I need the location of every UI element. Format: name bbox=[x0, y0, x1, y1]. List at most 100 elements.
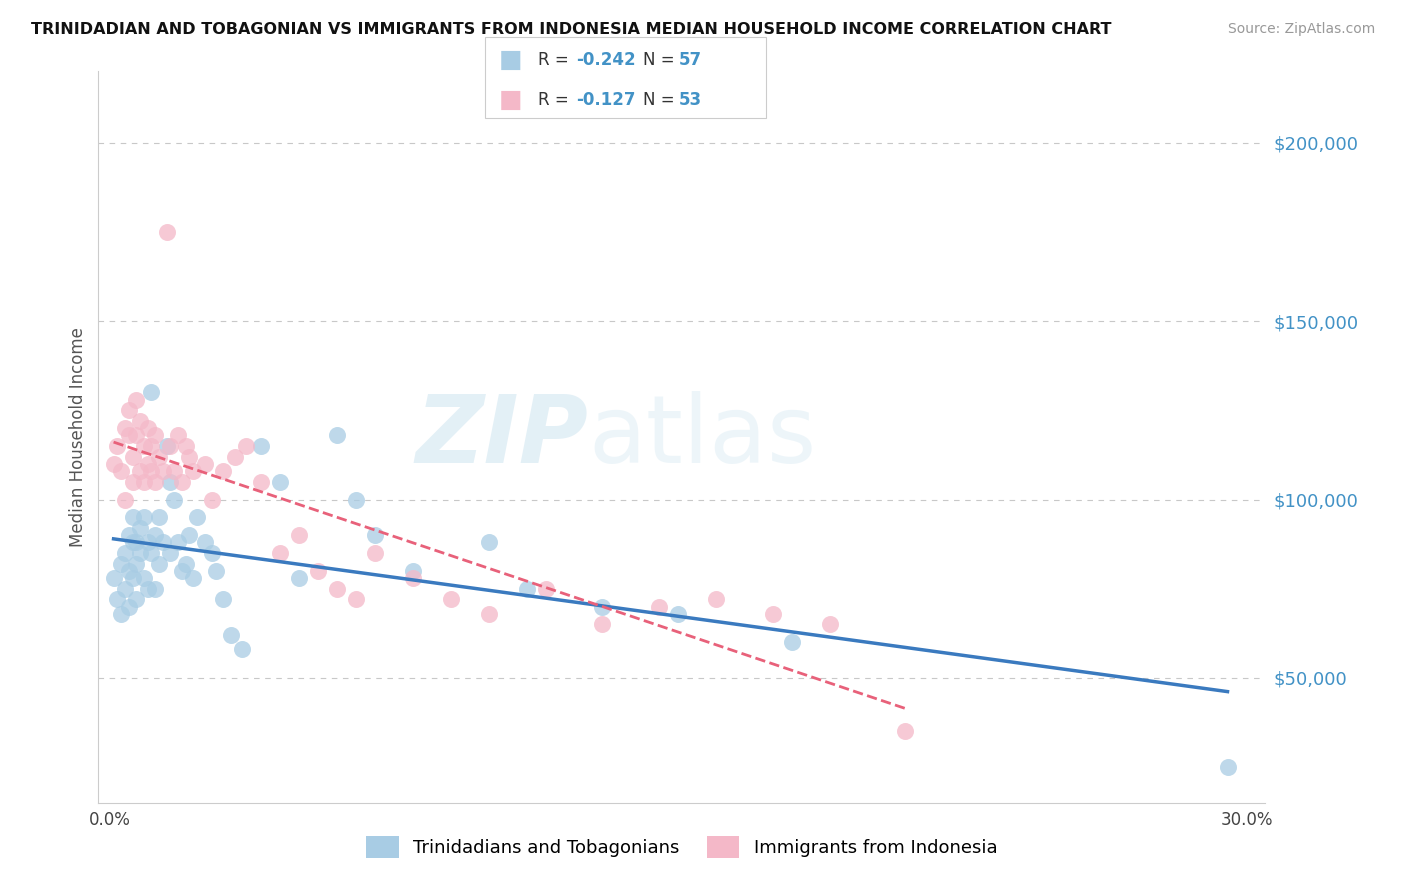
Legend: Trinidadians and Tobagonians, Immigrants from Indonesia: Trinidadians and Tobagonians, Immigrants… bbox=[357, 827, 1007, 867]
Point bbox=[179, 528, 201, 542]
Point bbox=[307, 564, 329, 578]
Point bbox=[110, 607, 132, 621]
Point bbox=[114, 582, 136, 596]
Text: ■: ■ bbox=[499, 88, 523, 112]
Text: ■: ■ bbox=[499, 48, 523, 72]
Point bbox=[125, 557, 148, 571]
Point bbox=[704, 592, 727, 607]
Point bbox=[125, 592, 148, 607]
Point bbox=[648, 599, 671, 614]
Point bbox=[174, 439, 197, 453]
Point bbox=[118, 599, 141, 614]
Point bbox=[250, 439, 273, 453]
Point bbox=[114, 546, 136, 560]
Point bbox=[118, 564, 141, 578]
Text: -0.242: -0.242 bbox=[576, 51, 636, 69]
Point bbox=[114, 421, 136, 435]
Point bbox=[288, 528, 311, 542]
Point bbox=[762, 607, 785, 621]
Point bbox=[105, 439, 128, 453]
Point bbox=[129, 521, 152, 535]
Point bbox=[159, 546, 181, 560]
Point bbox=[219, 628, 242, 642]
Text: atlas: atlas bbox=[589, 391, 817, 483]
Text: -0.127: -0.127 bbox=[576, 91, 636, 109]
Point bbox=[402, 564, 425, 578]
Point bbox=[148, 557, 170, 571]
Point bbox=[132, 510, 155, 524]
Point bbox=[478, 607, 501, 621]
Point bbox=[118, 403, 141, 417]
Point bbox=[181, 464, 204, 478]
Point bbox=[326, 428, 349, 442]
Point bbox=[143, 582, 166, 596]
Point bbox=[894, 724, 917, 739]
Point bbox=[136, 535, 159, 549]
Point bbox=[205, 564, 228, 578]
Point bbox=[269, 475, 291, 489]
Text: 57: 57 bbox=[679, 51, 702, 69]
Point bbox=[118, 428, 141, 442]
Point bbox=[148, 450, 170, 464]
Point bbox=[121, 510, 143, 524]
Point bbox=[326, 582, 349, 596]
Point bbox=[103, 571, 125, 585]
Point bbox=[179, 450, 201, 464]
Point bbox=[143, 475, 166, 489]
Point bbox=[201, 492, 224, 507]
Point bbox=[143, 428, 166, 442]
Point bbox=[152, 464, 174, 478]
Point bbox=[129, 546, 152, 560]
Text: N =: N = bbox=[643, 51, 679, 69]
Point bbox=[132, 571, 155, 585]
Point bbox=[125, 392, 148, 407]
Point bbox=[818, 617, 841, 632]
Text: N =: N = bbox=[643, 91, 679, 109]
Point bbox=[121, 475, 143, 489]
Point bbox=[143, 528, 166, 542]
Point bbox=[141, 385, 163, 400]
Point bbox=[478, 535, 501, 549]
Point bbox=[156, 439, 179, 453]
Point bbox=[364, 546, 387, 560]
Text: 53: 53 bbox=[679, 91, 702, 109]
Point bbox=[141, 464, 163, 478]
Point bbox=[534, 582, 557, 596]
Point bbox=[110, 464, 132, 478]
Point bbox=[780, 635, 803, 649]
Point bbox=[110, 557, 132, 571]
Point bbox=[174, 557, 197, 571]
Point bbox=[167, 535, 190, 549]
Point bbox=[105, 592, 128, 607]
Point bbox=[159, 475, 181, 489]
Point bbox=[121, 571, 143, 585]
Point bbox=[129, 414, 152, 428]
Point bbox=[170, 475, 193, 489]
Point bbox=[1216, 760, 1239, 774]
Point bbox=[591, 617, 613, 632]
Point bbox=[121, 535, 143, 549]
Text: R =: R = bbox=[538, 91, 575, 109]
Point bbox=[344, 492, 367, 507]
Point bbox=[666, 607, 689, 621]
Point bbox=[288, 571, 311, 585]
Point bbox=[212, 592, 235, 607]
Point bbox=[132, 439, 155, 453]
Point bbox=[152, 535, 174, 549]
Point bbox=[125, 535, 148, 549]
Point bbox=[250, 475, 273, 489]
Point bbox=[193, 535, 215, 549]
Point bbox=[402, 571, 425, 585]
Point bbox=[148, 510, 170, 524]
Point bbox=[201, 546, 224, 560]
Text: TRINIDADIAN AND TOBAGONIAN VS IMMIGRANTS FROM INDONESIA MEDIAN HOUSEHOLD INCOME : TRINIDADIAN AND TOBAGONIAN VS IMMIGRANTS… bbox=[31, 22, 1111, 37]
Point bbox=[231, 642, 253, 657]
Point bbox=[516, 582, 538, 596]
Point bbox=[103, 457, 125, 471]
Point bbox=[114, 492, 136, 507]
Text: ZIP: ZIP bbox=[416, 391, 589, 483]
Point bbox=[364, 528, 387, 542]
Point bbox=[132, 475, 155, 489]
Point bbox=[118, 528, 141, 542]
Point bbox=[129, 464, 152, 478]
